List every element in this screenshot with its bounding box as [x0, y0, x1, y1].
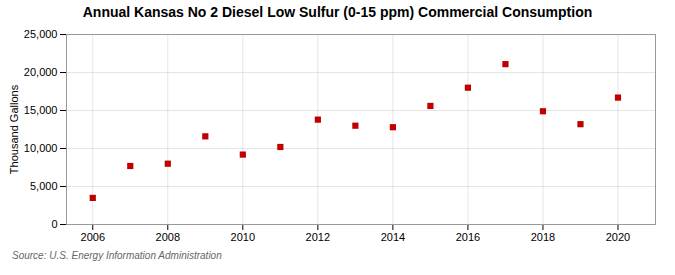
svg-text:5,000: 5,000: [30, 180, 58, 192]
svg-text:2020: 2020: [606, 231, 630, 243]
svg-text:20,000: 20,000: [24, 66, 58, 78]
svg-text:2010: 2010: [231, 231, 255, 243]
svg-text:2014: 2014: [381, 231, 405, 243]
svg-text:0: 0: [51, 218, 57, 230]
svg-text:Thousand Gallons: Thousand Gallons: [8, 84, 20, 174]
svg-text:2006: 2006: [81, 231, 105, 243]
html-text:Annual Kansas No 2 Diesel Low: Annual Kansas No 2 Diesel Low Sulfur (0-…: [82, 4, 593, 20]
svg-text:2008: 2008: [156, 231, 180, 243]
svg-text:2016: 2016: [456, 231, 480, 243]
svg-text:15,000: 15,000: [24, 104, 58, 116]
svg-text:10,000: 10,000: [24, 142, 58, 154]
html-text:Source: U.S. Energy Informatio: Source: U.S. Energy Information Administ…: [12, 250, 222, 261]
svg-text:2018: 2018: [531, 231, 555, 243]
svg-text:2012: 2012: [306, 231, 330, 243]
svg-text:25,000: 25,000: [24, 28, 58, 40]
